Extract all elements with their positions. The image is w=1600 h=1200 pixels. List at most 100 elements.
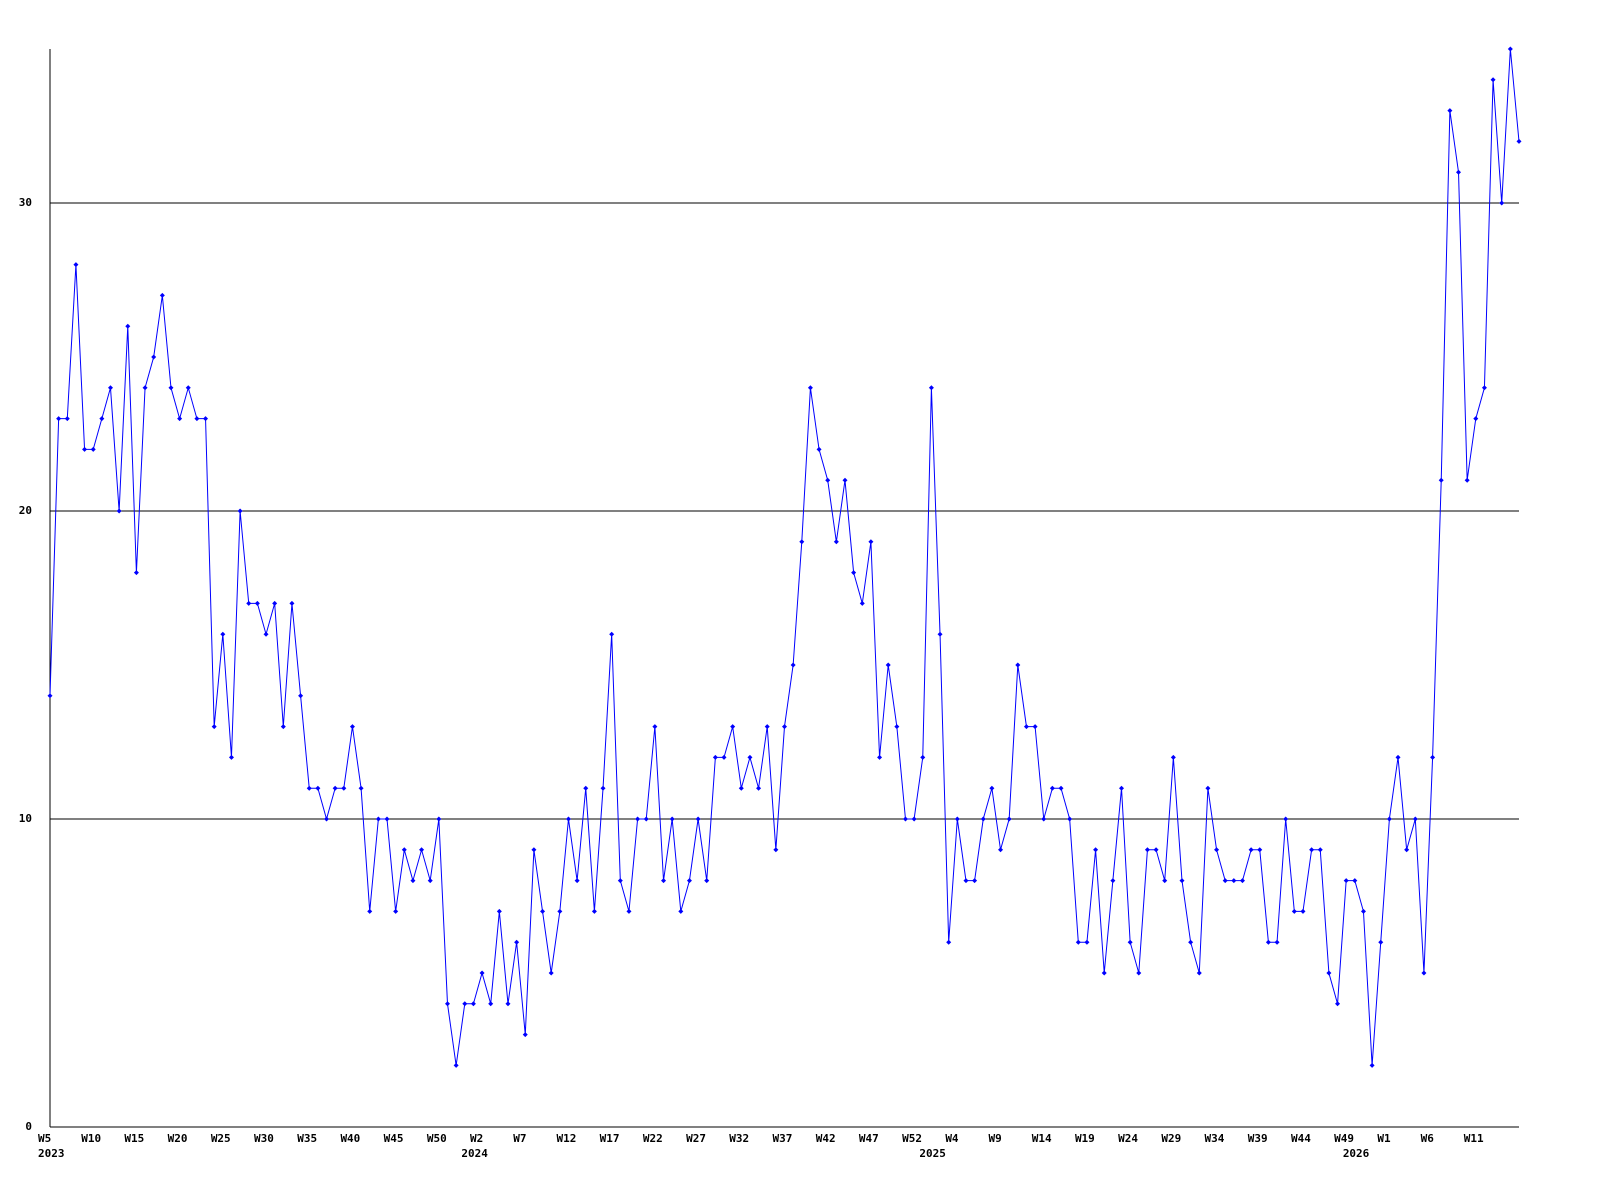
data-point bbox=[462, 1001, 468, 1007]
data-point bbox=[168, 385, 174, 391]
data-point bbox=[1386, 816, 1392, 822]
data-point bbox=[332, 785, 338, 791]
data-point bbox=[133, 570, 139, 576]
data-point bbox=[488, 1001, 494, 1007]
data-point bbox=[1326, 970, 1332, 976]
y-tick-label: 30 bbox=[19, 196, 32, 209]
data-point bbox=[1032, 724, 1038, 730]
data-point bbox=[583, 785, 589, 791]
data-point bbox=[1309, 847, 1315, 853]
data-point bbox=[289, 600, 295, 606]
data-point bbox=[315, 785, 321, 791]
data-point bbox=[1075, 939, 1081, 945]
x-tick-label: W10 bbox=[81, 1132, 101, 1145]
x-tick-label: W4 bbox=[945, 1132, 959, 1145]
data-point bbox=[349, 724, 355, 730]
data-point bbox=[384, 816, 390, 822]
data-point bbox=[790, 662, 796, 668]
data-point bbox=[1430, 754, 1436, 760]
data-point bbox=[1058, 785, 1064, 791]
x-tick-label: W6 bbox=[1421, 1132, 1435, 1145]
data-point bbox=[1421, 970, 1427, 976]
x-tick-label: W20 bbox=[168, 1132, 188, 1145]
x-year-label: 2026 bbox=[1343, 1147, 1370, 1160]
data-point bbox=[851, 570, 857, 576]
data-point bbox=[704, 878, 710, 884]
data-point bbox=[937, 631, 943, 637]
data-point bbox=[1300, 908, 1306, 914]
data-point bbox=[1291, 908, 1297, 914]
data-point bbox=[773, 847, 779, 853]
data-point bbox=[1283, 816, 1289, 822]
data-point bbox=[928, 385, 934, 391]
data-point bbox=[1438, 477, 1444, 483]
data-point bbox=[574, 878, 580, 884]
data-point bbox=[1473, 416, 1479, 422]
data-point bbox=[1352, 878, 1358, 884]
data-point bbox=[496, 908, 502, 914]
data-point bbox=[1265, 939, 1271, 945]
data-point bbox=[1023, 724, 1029, 730]
x-tick-label: W49 bbox=[1334, 1132, 1354, 1145]
data-point bbox=[1162, 878, 1168, 884]
data-point bbox=[401, 847, 407, 853]
x-tick-label: W15 bbox=[124, 1132, 144, 1145]
data-point bbox=[436, 816, 442, 822]
data-point bbox=[730, 724, 736, 730]
data-point bbox=[1360, 908, 1366, 914]
data-point bbox=[1317, 847, 1323, 853]
data-point bbox=[635, 816, 641, 822]
data-point bbox=[522, 1032, 528, 1038]
x-tick-label: W29 bbox=[1161, 1132, 1181, 1145]
data-point bbox=[505, 1001, 511, 1007]
x-tick-label: W7 bbox=[513, 1132, 526, 1145]
data-point bbox=[1481, 385, 1487, 391]
data-point bbox=[99, 416, 105, 422]
x-tick-label: W40 bbox=[340, 1132, 360, 1145]
data-point bbox=[833, 539, 839, 545]
data-point bbox=[807, 385, 813, 391]
data-point bbox=[626, 908, 632, 914]
data-point bbox=[1084, 939, 1090, 945]
x-tick-label: W52 bbox=[902, 1132, 922, 1145]
data-point bbox=[600, 785, 606, 791]
data-point bbox=[1110, 878, 1116, 884]
data-point bbox=[877, 754, 883, 760]
data-line bbox=[49, 48, 1520, 1066]
data-point bbox=[116, 508, 122, 514]
data-point bbox=[1179, 878, 1185, 884]
x-tick-label: W25 bbox=[211, 1132, 231, 1145]
data-point bbox=[695, 816, 701, 822]
data-point bbox=[444, 1001, 450, 1007]
data-point bbox=[972, 878, 978, 884]
data-point bbox=[1015, 662, 1021, 668]
data-point bbox=[548, 970, 554, 976]
data-point bbox=[254, 600, 260, 606]
data-point bbox=[712, 754, 718, 760]
x-tick-label: W9 bbox=[989, 1132, 1002, 1145]
data-point bbox=[1343, 878, 1349, 884]
data-point bbox=[358, 785, 364, 791]
data-point bbox=[341, 785, 347, 791]
x-year-label: 2024 bbox=[461, 1147, 488, 1160]
data-point bbox=[306, 785, 312, 791]
data-point bbox=[453, 1062, 459, 1068]
y-tick-label: 10 bbox=[19, 812, 32, 825]
data-point bbox=[90, 446, 96, 452]
data-point bbox=[1464, 477, 1470, 483]
x-tick-label: W39 bbox=[1248, 1132, 1268, 1145]
data-point bbox=[669, 816, 675, 822]
data-point bbox=[1049, 785, 1055, 791]
data-point bbox=[1093, 847, 1099, 853]
data-point bbox=[1335, 1001, 1341, 1007]
x-tick-label: W12 bbox=[556, 1132, 576, 1145]
data-point bbox=[1222, 878, 1228, 884]
data-point bbox=[989, 785, 995, 791]
data-point bbox=[678, 908, 684, 914]
data-point bbox=[470, 1001, 476, 1007]
data-point bbox=[1127, 939, 1133, 945]
data-point bbox=[246, 600, 252, 606]
data-point bbox=[756, 785, 762, 791]
data-point bbox=[159, 292, 165, 298]
x-tick-label: W14 bbox=[1032, 1132, 1052, 1145]
